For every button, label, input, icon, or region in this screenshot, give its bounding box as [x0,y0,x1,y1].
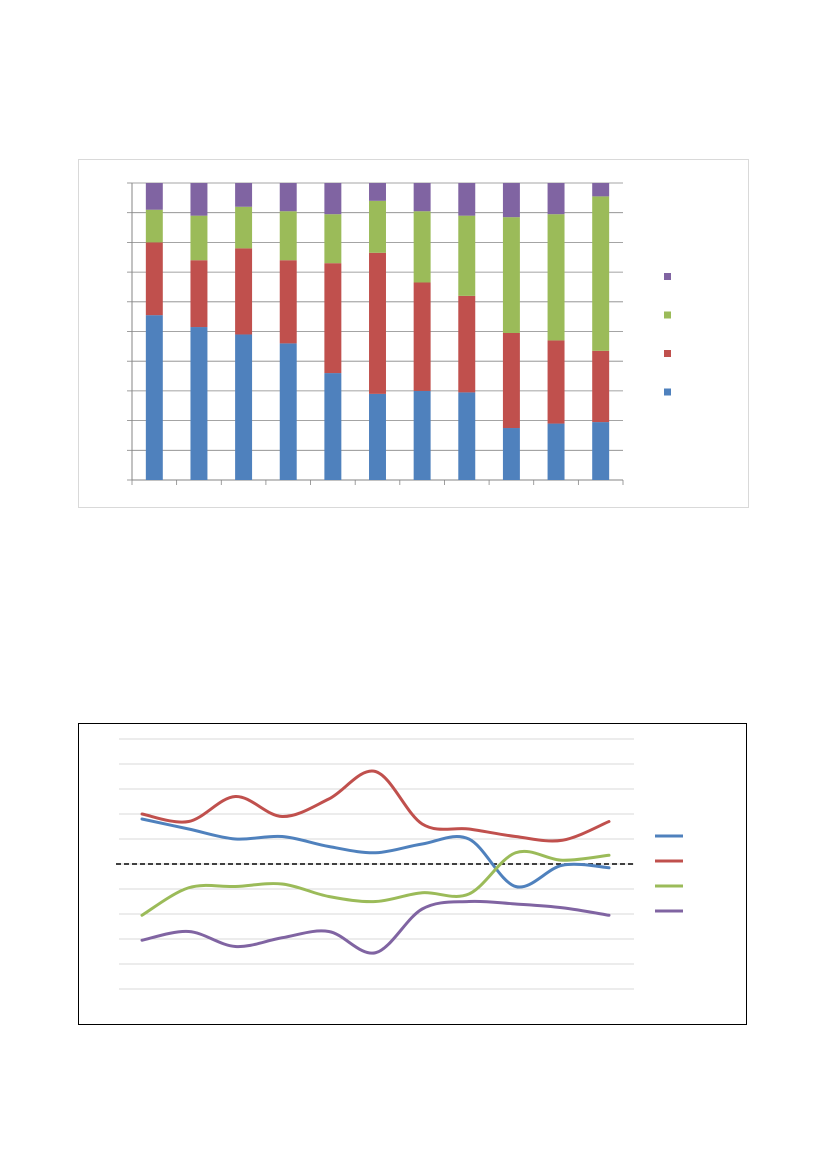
bar-segment [592,196,610,351]
bar-segment [190,183,208,216]
bar-segment [190,327,208,480]
legend-marker [664,311,671,319]
legend-marker [664,350,671,357]
bar-segment [413,183,431,212]
bar-segment [145,183,163,210]
bar-segment [547,214,565,341]
bar-segment [324,214,342,264]
bar-segment [413,282,431,391]
stacked-bar-chart-canvas [127,182,671,485]
series-line [140,817,611,889]
bar-segment [502,428,520,480]
series-line [140,899,611,955]
bar-segment [145,209,163,243]
bar-segment [592,350,610,423]
bar-segment [502,183,520,218]
stacked-bar-chart [78,159,749,508]
bar-segment [324,263,342,374]
bar-segment [279,183,297,212]
bar-segment [145,315,163,480]
bar-segment [235,206,253,249]
bar-segment [369,200,386,253]
bar-segment [145,242,163,316]
bar-segment [502,332,520,429]
bar-segment [324,373,342,480]
bar-segment [502,217,520,333]
series-line [140,769,611,843]
bar-segment [458,183,476,216]
legend-marker [664,388,671,396]
bar-segment [369,183,386,201]
bar-segment [279,211,297,261]
line-chart-canvas [116,738,683,990]
bar-segment [458,215,476,296]
legend-marker [664,273,671,280]
bar-segment [235,334,253,480]
bar-segment [547,183,565,215]
bar-segment [413,390,431,480]
bar-segment [547,340,565,424]
bar-segment [279,343,297,480]
bar-segment [324,183,342,215]
bar-segment [279,260,297,344]
bar-segment [369,252,386,394]
bar-segment [458,392,476,480]
bar-segment [235,183,253,207]
line-chart [78,723,747,1025]
bar-segment [592,183,610,197]
bar-segment [413,211,431,283]
bar-segment [592,422,610,480]
bar-segment [190,260,208,328]
bar-segment [458,295,476,393]
bar-segment [235,248,253,335]
bar-segment [190,215,208,261]
bar-segment [547,423,565,480]
series-line [140,849,611,917]
bar-segment [369,393,386,480]
